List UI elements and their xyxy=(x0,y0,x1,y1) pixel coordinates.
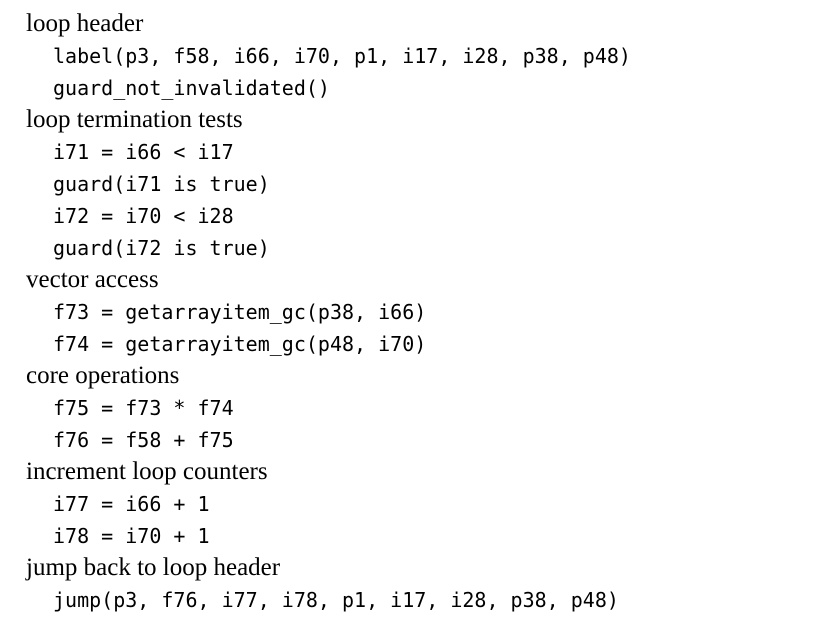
code-line: f76 = f58 + f75 xyxy=(53,428,234,452)
code-line: i78 = i70 + 1 xyxy=(53,524,210,548)
code-line: f75 = f73 * f74 xyxy=(53,396,234,420)
section-heading: increment loop counters xyxy=(26,458,268,485)
code-line: guard(i72 is true) xyxy=(53,236,270,260)
code-line: label(p3, f58, i66, i70, p1, i17, i28, p… xyxy=(53,44,631,68)
code-line: i72 = i70 < i28 xyxy=(53,204,234,228)
code-line: jump(p3, f76, i77, i78, p1, i17, i28, p3… xyxy=(53,588,619,612)
code-line: guard_not_invalidated() xyxy=(53,76,330,100)
section-heading: loop header xyxy=(26,10,144,37)
section-heading: vector access xyxy=(26,266,159,293)
code-line: i77 = i66 + 1 xyxy=(53,492,210,516)
section-heading: jump back to loop header xyxy=(26,554,281,581)
code-line: guard(i71 is true) xyxy=(53,172,270,196)
section-heading: core operations xyxy=(26,362,180,389)
section-heading: loop termination tests xyxy=(26,106,243,133)
code-line: i71 = i66 < i17 xyxy=(53,140,234,164)
trace-listing: loop header label(p3, f58, i66, i70, p1,… xyxy=(26,8,806,616)
code-line: f74 = getarrayitem_gc(p48, i70) xyxy=(53,332,427,356)
code-line: f73 = getarrayitem_gc(p38, i66) xyxy=(53,300,427,324)
